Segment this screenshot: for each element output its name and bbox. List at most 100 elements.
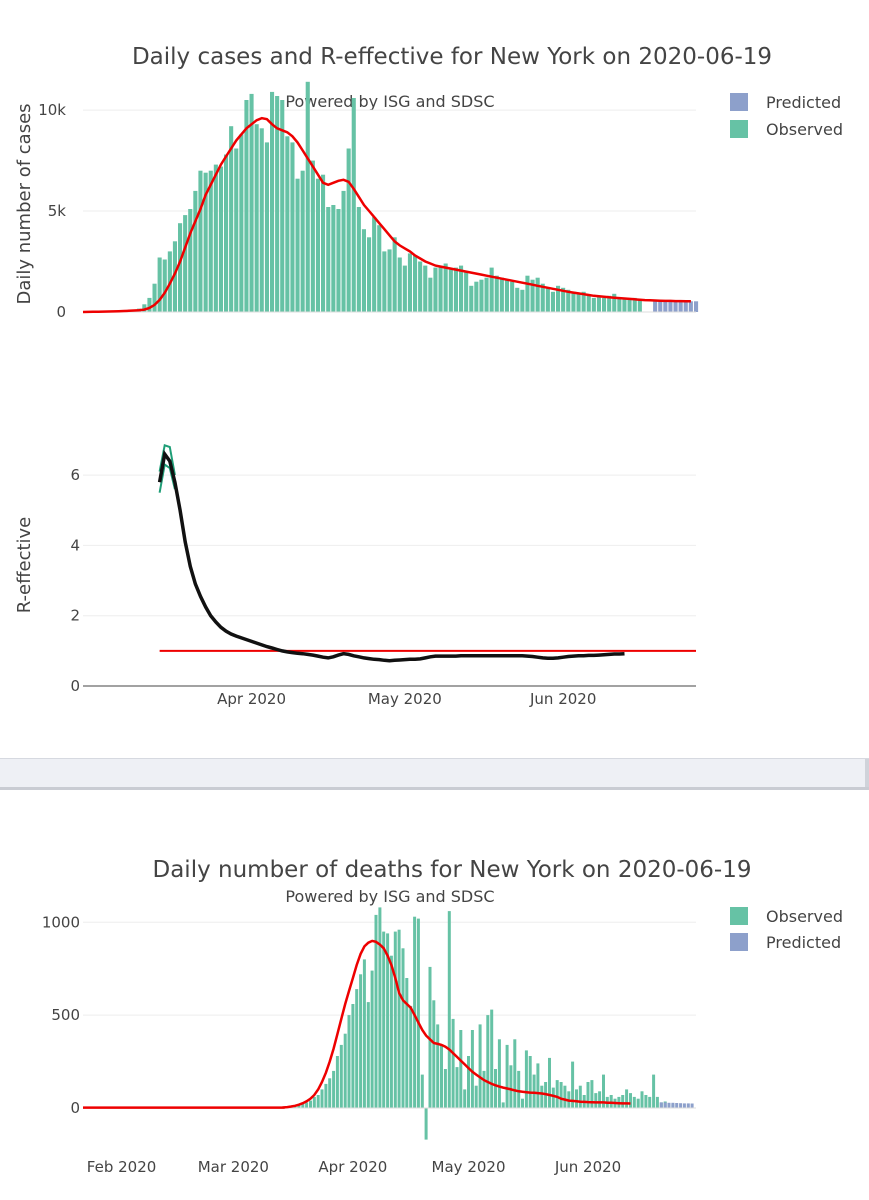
case-bar-observed [438,265,443,312]
legend-label-observed[interactable]: Observed [766,120,843,139]
case-bar-observed [433,267,438,312]
case-bar-observed [423,265,428,312]
case-bar-observed [290,142,295,312]
x-tick-label: Feb 2020 [87,1158,157,1176]
death-bar-observed [382,931,386,1108]
death-bar-observed [632,1096,636,1108]
case-bar-observed [632,297,637,312]
y-tick-label: 4 [70,536,80,554]
case-bar-observed [259,128,264,312]
case-bar-observed [443,263,448,312]
case-bar-observed [331,205,336,312]
legend-swatch-observed[interactable] [730,907,748,925]
death-bar-observed [540,1085,544,1108]
case-bar-observed [556,285,561,312]
legend-label-observed[interactable]: Observed [766,907,843,926]
case-bar-predicted [658,300,663,312]
death-bar-observed [621,1095,625,1108]
case-bar-observed [602,297,607,312]
death-bar-observed [644,1095,648,1108]
case-bar-observed [484,277,489,312]
death-bar-observed [470,1030,474,1108]
death-bar-observed [598,1091,602,1108]
death-bar-observed [640,1091,644,1108]
x-tick-label: Apr 2020 [217,690,286,708]
death-bar-observed [555,1080,559,1108]
x-tick-label: Mar 2020 [198,1158,269,1176]
case-bar-observed [576,293,581,312]
death-bar-observed [459,1030,463,1108]
case-bar-observed [504,279,509,312]
case-bar-observed [535,277,540,312]
case-bar-observed [188,209,193,312]
death-bar-observed [467,1056,470,1108]
case-bar-observed [244,100,249,312]
case-bar-observed [305,81,310,312]
death-bar-observed [312,1096,316,1108]
y-tick-label: 0 [70,1099,80,1117]
case-bar-observed [469,285,474,312]
death-bar-observed [401,948,405,1108]
death-bar-observed [505,1044,509,1108]
legend-swatch-predicted[interactable] [730,933,748,951]
death-bar-observed [652,1074,656,1108]
case-bar-observed [591,297,596,312]
death-bar-observed [332,1070,336,1108]
death-bar-observed [440,1044,443,1108]
case-bar-observed [361,229,366,312]
death-bar-observed [316,1095,320,1108]
y-tick-label: 0 [70,677,80,695]
deaths-plot-area: 0 500 1000 Feb 2020 Mar 2020 Apr 2020 May 2020… [42,907,696,1176]
death-bar-observed [362,959,366,1108]
case-bar-predicted [668,300,673,312]
y-tick-label: 2 [70,607,80,625]
death-bar-observed [347,1015,351,1108]
chart-title: Daily cases and R-effective for New York… [132,44,772,70]
death-bar-observed [355,989,359,1108]
death-bar-observed [328,1078,332,1108]
cases-smoothed-line [82,116,691,314]
death-bar-observed [409,1005,413,1108]
death-bar-observed [486,1015,490,1108]
death-bar-predicted [686,1103,690,1108]
case-bar-observed [321,174,326,312]
y-tick-label: 1000 [42,913,80,931]
legend-label-predicted[interactable]: Predicted [766,93,841,112]
death-bar-observed [571,1061,575,1108]
case-bar-observed [295,178,300,312]
x-tick-label: Jun 2020 [554,1158,621,1176]
death-bar-observed [586,1082,590,1108]
death-bar-observed [497,1039,501,1108]
case-bar-observed [351,98,356,312]
legend-swatch-predicted[interactable] [730,93,748,111]
death-bar-observed [343,1033,347,1108]
case-bar-observed [234,148,239,312]
death-bar-observed [490,1009,494,1108]
death-bar-observed [594,1093,598,1108]
death-bar-observed [559,1082,563,1108]
death-bar-predicted [679,1103,683,1108]
legend[interactable]: Observed Predicted [730,907,843,952]
legend-swatch-observed[interactable] [730,120,748,138]
death-bar-observed [532,1074,536,1108]
case-bar-observed [545,287,550,312]
case-bar-observed [499,277,504,312]
case-bar-observed [147,297,152,312]
death-bar-observed [536,1063,540,1108]
case-bar-observed [515,287,520,312]
legend[interactable]: Predicted Observed [730,93,843,139]
case-bar-observed [479,279,484,312]
death-bar-observed [517,1070,521,1108]
case-bar-predicted [688,301,693,312]
death-bar-observed [528,1056,532,1108]
case-bar-observed [229,126,234,312]
r-plot-area: 0 2 4 6 Apr 2020 May 2020 Jun 2020 [70,443,696,708]
legend-label-predicted[interactable]: Predicted [766,933,841,952]
death-bar-observed [648,1096,652,1108]
case-bar-observed [382,251,387,312]
death-bar-observed [393,931,397,1108]
death-bar-observed [366,1002,370,1108]
death-bar-observed [451,1018,455,1108]
case-bar-observed [341,190,346,312]
death-bar-observed [378,907,382,1108]
